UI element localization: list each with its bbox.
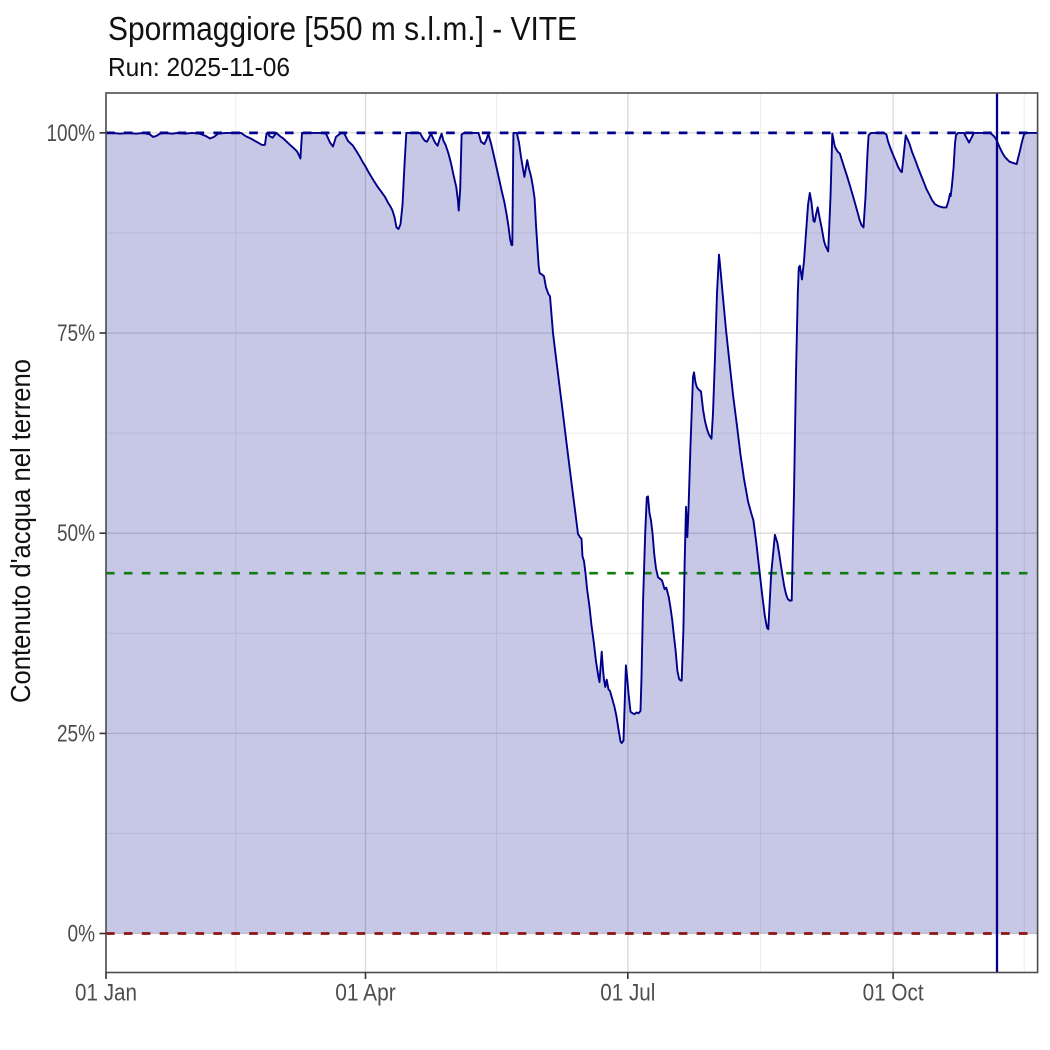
svg-text:01 Oct: 01 Oct <box>863 980 924 1007</box>
svg-text:50%: 50% <box>57 520 95 547</box>
svg-text:100%: 100% <box>47 120 96 147</box>
svg-text:Run: 2025-11-06: Run: 2025-11-06 <box>108 52 290 82</box>
svg-text:Contenuto d'acqua nel terreno: Contenuto d'acqua nel terreno <box>5 359 36 703</box>
svg-text:01 Jan: 01 Jan <box>75 980 137 1007</box>
svg-text:01 Jul: 01 Jul <box>600 980 655 1007</box>
svg-text:01 Apr: 01 Apr <box>335 980 396 1007</box>
svg-text:75%: 75% <box>57 320 95 347</box>
svg-text:25%: 25% <box>57 720 95 747</box>
svg-text:0%: 0% <box>68 921 96 948</box>
svg-text:Spormaggiore [550 m s.l.m.] -: Spormaggiore [550 m s.l.m.] - VITE <box>108 10 577 47</box>
